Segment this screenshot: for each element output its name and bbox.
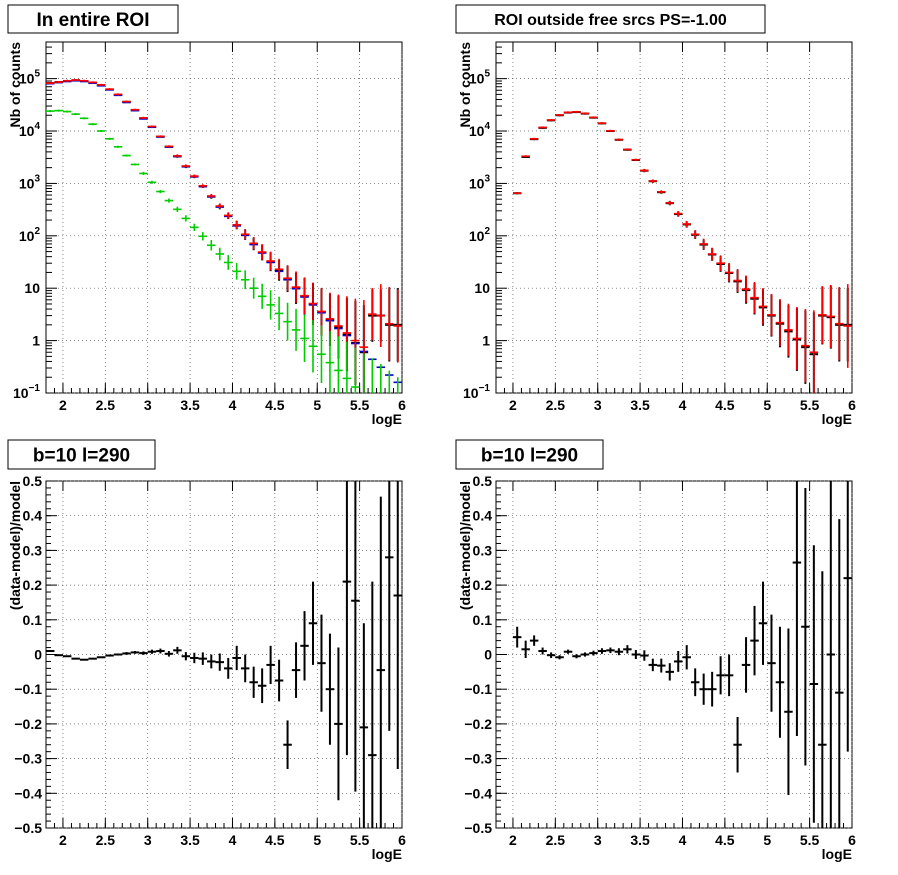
panel-1-x-tick-label: 3.5 — [630, 397, 650, 413]
panel-1-y-tick-label: 10 — [474, 280, 490, 296]
panel-0-y-tick-label: 1 — [32, 333, 40, 349]
panel-2-x-tick-label: 6 — [398, 832, 406, 848]
panel-2-y-tick-label: 0.1 — [23, 612, 43, 628]
panel-2-y-tick-label: −0.1 — [14, 681, 42, 697]
panel-1-y-tick-label: 105 — [469, 69, 491, 87]
panel-1-y-tick-label: 10−1 — [463, 383, 490, 401]
panel-2-y-axis-label: (data-model)/model — [7, 481, 23, 610]
panel-0-y-tick-label: 10 — [24, 280, 40, 296]
panel-1-x-tick-label: 3 — [594, 397, 602, 413]
panel-3-y-tick-label: −0.2 — [464, 716, 492, 732]
panel-3-x-axis-label: logE — [822, 846, 852, 862]
panel-3-y-tick-label: 0.4 — [473, 508, 493, 524]
panel-0-y-tick-label: 102 — [19, 226, 41, 244]
panel-2-y-tick-label: 0.2 — [23, 577, 43, 593]
panel-1-y-tick-label: 1 — [482, 333, 490, 349]
panel-2-title-box — [7, 439, 156, 470]
panel-0-x-tick-label: 4.5 — [265, 397, 285, 413]
panel-3-y-tick-label: −0.5 — [464, 820, 492, 836]
panel-2-title: b=10 l=290 — [33, 445, 130, 466]
panel-1-y-tick-label: 103 — [469, 173, 491, 191]
panel-1-x-tick-label: 2.5 — [546, 397, 566, 413]
panel-3-y-tick-label: 0.3 — [473, 542, 493, 558]
panel-0-x-tick-label: 2.5 — [96, 397, 116, 413]
panel-3-x-tick-label: 4.5 — [715, 832, 735, 848]
panel-3-y-tick-label: −0.4 — [464, 785, 492, 801]
panel-3-y-tick-label: 0.1 — [473, 612, 493, 628]
panel-2-y-tick-label: 0 — [34, 647, 42, 663]
panel-2-x-tick-label: 4 — [229, 832, 237, 848]
panel-2-x-tick-label: 2 — [59, 832, 67, 848]
panel-3-x-tick-label: 2.5 — [546, 832, 566, 848]
panel-counts-roi-outside-free-srcs: 2 2.5 3 3.5 4 4.5 5 5.5 6 10−1 1 10 102 103 104 105 logE… — [455, 4, 856, 427]
panel-3-x-tick-label: 5 — [763, 832, 771, 848]
panel-0-title: In entire ROI — [37, 10, 150, 31]
panel-2-x-tick-label: 5 — [313, 832, 321, 848]
panel-3-title-box — [455, 439, 604, 470]
panel-counts-entire-roi: 2 2.5 3 3.5 4 4.5 5 5.5 6 10−1 1 10 102 103 104 105 logE… — [7, 4, 406, 427]
panel-3-x-tick-label: 6 — [848, 832, 856, 848]
panel-1-x-tick-label: 2 — [509, 397, 517, 413]
panel-0-x-tick-label: 2 — [59, 397, 67, 413]
panel-2-y-tick-label: −0.4 — [14, 785, 42, 801]
panel-1-x-axis-label: logE — [822, 411, 852, 427]
panel-1-title-box — [455, 4, 766, 34]
panel-1-series-1 — [512, 110, 852, 393]
panel-3-y-tick-label: 0.2 — [473, 577, 493, 593]
panel-3-x-tick-label: 5.5 — [800, 832, 820, 848]
panel-0-plot-frame — [45, 41, 403, 394]
panel-3-x-tick-label: 3 — [594, 832, 602, 848]
panel-0-y-tick-label: 10−1 — [13, 383, 40, 401]
panel-2-x-tick-label: 5.5 — [350, 832, 370, 848]
panel-2-series-0 — [46, 481, 402, 828]
panel-3-y-axis-label: (data-model)/model — [457, 481, 473, 610]
panel-2-y-tick-label: 0.4 — [23, 508, 43, 524]
panel-2-y-tick-label: −0.3 — [14, 751, 42, 767]
panel-2-x-tick-label: 4.5 — [265, 832, 285, 848]
panel-3-x-tick-label: 2 — [509, 832, 517, 848]
panel-0-y-axis-label: Nb of counts — [7, 42, 23, 128]
panel-1-y-tick-label: 104 — [469, 121, 491, 139]
panel-2-y-tick-label: −0.2 — [14, 716, 42, 732]
panel-0-x-tick-label: 3 — [144, 397, 152, 413]
panel-2-x-tick-label: 3.5 — [180, 832, 200, 848]
panel-1-x-tick-label: 4.5 — [715, 397, 735, 413]
panel-0-x-tick-label: 3.5 — [180, 397, 200, 413]
panel-3-y-tick-label: −0.1 — [464, 681, 492, 697]
panel-2-x-tick-label: 2.5 — [96, 832, 116, 848]
panel-2-x-tick-label: 3 — [144, 832, 152, 848]
panel-3-x-tick-label: 3.5 — [630, 832, 650, 848]
panel-2-plot-frame — [45, 480, 403, 829]
panel-2-y-tick-label: −0.5 — [14, 820, 42, 836]
panel-0-series-3 — [46, 109, 399, 393]
panel-0-x-axis-label: logE — [372, 411, 402, 427]
panel-0-x-tick-label: 4 — [229, 397, 237, 413]
panel-1-x-tick-label: 6 — [848, 397, 856, 413]
panel-0-y-tick-label: 103 — [19, 173, 41, 191]
panel-3-y-tick-label: −0.3 — [464, 751, 492, 767]
panel-2-x-axis-label: logE — [372, 846, 402, 862]
panel-1-x-tick-label: 5 — [763, 397, 771, 413]
panel-1-x-tick-label: 4 — [679, 397, 687, 413]
panel-3-x-tick-label: 4 — [679, 832, 687, 848]
panel-3-series-0 — [512, 481, 852, 828]
panel-2-y-tick-label: 0.5 — [23, 473, 43, 489]
panel-1-x-tick-label: 5.5 — [800, 397, 820, 413]
panel-1-y-tick-label: 102 — [469, 226, 491, 244]
panel-3-y-tick-label: 0 — [484, 647, 492, 663]
panel-0-x-tick-label: 5 — [313, 397, 321, 413]
panel-residuals-right: 2 2.5 3 3.5 4 4.5 5 5.5 6 −0.5 −0.4 −0.3 −0.2 −0.1 0 0.… — [455, 439, 856, 862]
panel-0-title-box — [7, 4, 179, 34]
panel-1-y-axis-label: Nb of counts — [457, 42, 473, 128]
panel-3-y-tick-label: 0.5 — [473, 473, 493, 489]
panel-3-title: b=10 l=290 — [481, 445, 578, 466]
panel-residuals-left: 2 2.5 3 3.5 4 4.5 5 5.5 6 −0.5 −0.4 −0.3 −0.2 −0.1 0 0.… — [7, 439, 406, 862]
panel-0-x-tick-label: 6 — [398, 397, 406, 413]
panel-2-y-tick-label: 0.3 — [23, 542, 43, 558]
panel-0-y-tick-label: 104 — [19, 121, 41, 139]
panel-0-y-tick-label: 105 — [19, 69, 41, 87]
panel-1-title: ROI outside free srcs PS=-1.00 — [494, 12, 727, 29]
panel-0-x-tick-label: 5.5 — [350, 397, 370, 413]
